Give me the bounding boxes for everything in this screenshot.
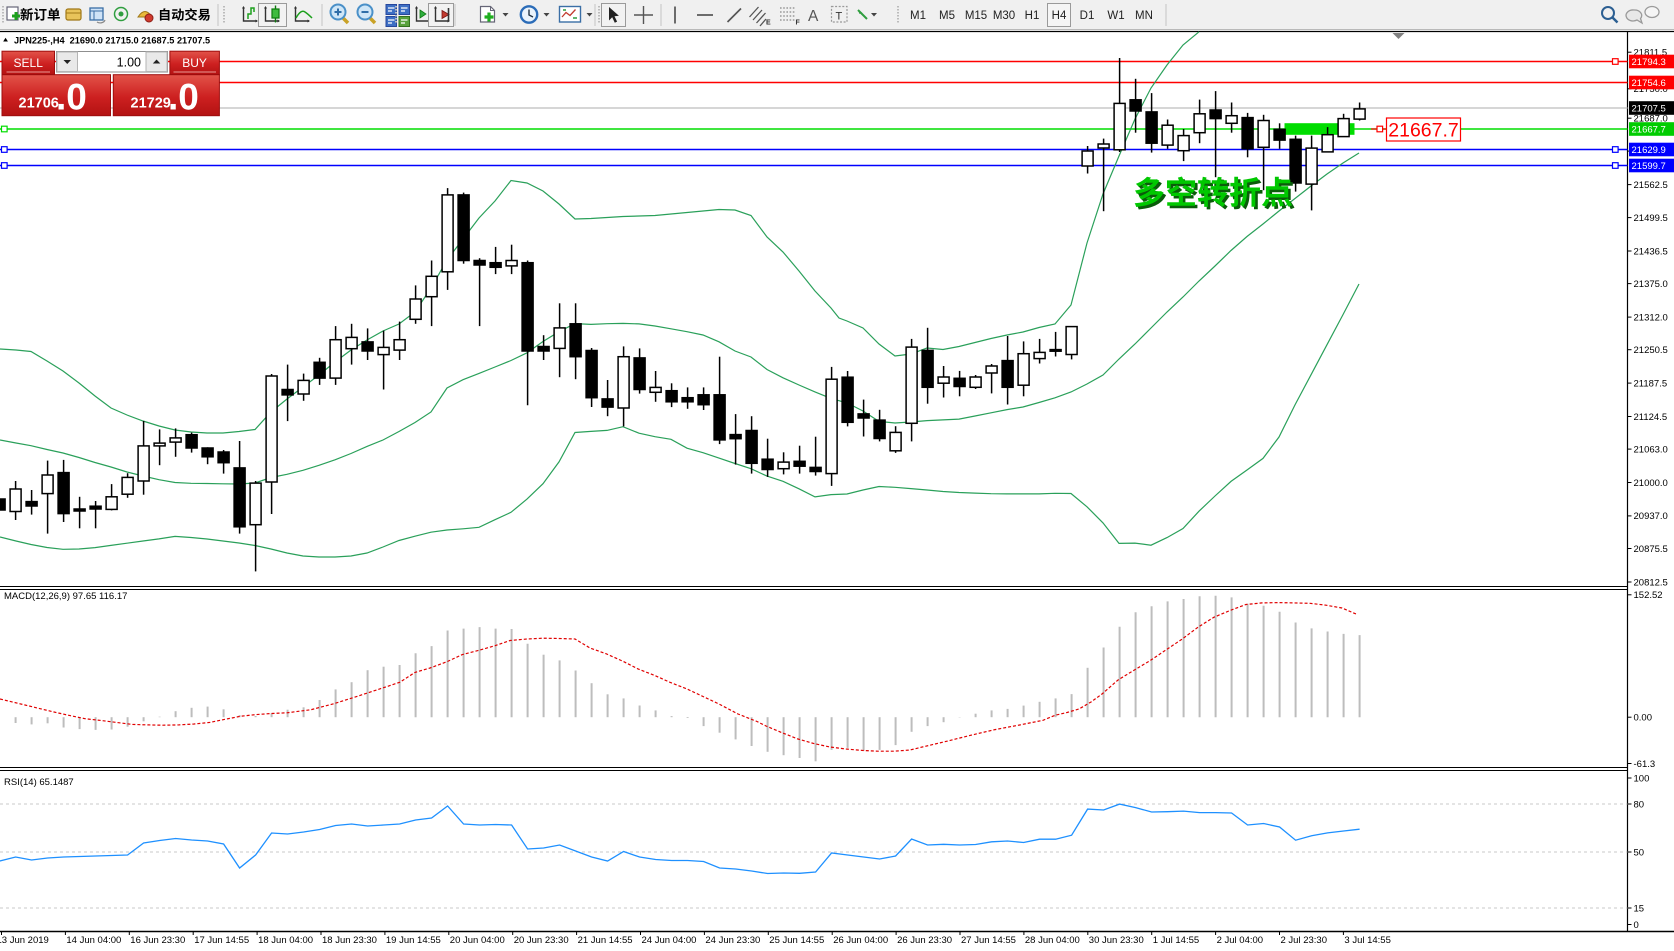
svg-text:2 Jul 23:30: 2 Jul 23:30 — [1281, 935, 1327, 946]
svg-text:14 Jun 04:00: 14 Jun 04:00 — [66, 935, 121, 946]
svg-text:.0: .0 — [56, 77, 87, 118]
svg-text:H1: H1 — [1025, 10, 1040, 22]
svg-text:152.52: 152.52 — [1634, 590, 1663, 601]
svg-text:MACD(12,26,9) 97.65 116.17: MACD(12,26,9) 97.65 116.17 — [4, 591, 127, 602]
svg-text:30 Jun 23:30: 30 Jun 23:30 — [1089, 935, 1144, 946]
svg-text:21706: 21706 — [19, 96, 59, 112]
svg-text:H4: H4 — [1052, 10, 1067, 22]
svg-text:24 Jun 23:30: 24 Jun 23:30 — [705, 935, 760, 946]
svg-text:.0: .0 — [168, 77, 199, 118]
svg-text:21794.3: 21794.3 — [1632, 57, 1666, 68]
svg-text:21 Jun 14:55: 21 Jun 14:55 — [578, 935, 633, 946]
svg-text:21687.0: 21687.0 — [1634, 114, 1668, 125]
svg-text:21375.0: 21375.0 — [1634, 279, 1668, 290]
svg-text:27 Jun 14:55: 27 Jun 14:55 — [961, 935, 1016, 946]
svg-text:21562.5: 21562.5 — [1634, 180, 1668, 191]
svg-text:21187.5: 21187.5 — [1634, 378, 1668, 389]
svg-text:25 Jun 14:55: 25 Jun 14:55 — [769, 935, 824, 946]
svg-text:21629.9: 21629.9 — [1632, 145, 1666, 156]
svg-text:21811.5: 21811.5 — [1634, 48, 1668, 59]
svg-text:1.00: 1.00 — [117, 56, 141, 70]
svg-text:20 Jun 04:00: 20 Jun 04:00 — [450, 935, 505, 946]
svg-text:1 Jul 14:55: 1 Jul 14:55 — [1153, 935, 1199, 946]
svg-text:24 Jun 04:00: 24 Jun 04:00 — [642, 935, 697, 946]
svg-text:A: A — [808, 8, 819, 25]
svg-text:BUY: BUY — [182, 56, 207, 70]
svg-text:28 Jun 04:00: 28 Jun 04:00 — [1025, 935, 1080, 946]
svg-text:20937.0: 20937.0 — [1634, 511, 1668, 522]
svg-text:RSI(14) 65.1487: RSI(14) 65.1487 — [4, 777, 74, 788]
svg-text:15: 15 — [1634, 903, 1645, 914]
svg-text:M5: M5 — [939, 10, 955, 22]
svg-text:T: T — [836, 11, 843, 23]
svg-text:26 Jun 23:30: 26 Jun 23:30 — [897, 935, 952, 946]
svg-text:21436.5: 21436.5 — [1634, 246, 1668, 257]
svg-text:21124.5: 21124.5 — [1634, 412, 1668, 423]
svg-text:MN: MN — [1135, 10, 1153, 22]
svg-text:M30: M30 — [993, 10, 1015, 22]
svg-text:0: 0 — [1634, 920, 1639, 931]
svg-text:21000.0: 21000.0 — [1634, 478, 1668, 489]
svg-text:21250.5: 21250.5 — [1634, 345, 1668, 356]
svg-text:M1: M1 — [910, 10, 926, 22]
svg-text:20812.5: 20812.5 — [1634, 577, 1668, 588]
svg-text:F: F — [796, 20, 801, 27]
svg-text:W1: W1 — [1107, 10, 1124, 22]
svg-text:19 Jun 14:55: 19 Jun 14:55 — [386, 935, 441, 946]
svg-text:0.00: 0.00 — [1634, 713, 1653, 724]
svg-text:80: 80 — [1634, 799, 1645, 810]
svg-text:18 Jun 04:00: 18 Jun 04:00 — [258, 935, 313, 946]
svg-text:21750.0: 21750.0 — [1634, 84, 1668, 95]
svg-text:20875.5: 20875.5 — [1634, 544, 1668, 555]
svg-text:50: 50 — [1634, 847, 1645, 858]
svg-text:16 Jun 23:30: 16 Jun 23:30 — [130, 935, 185, 946]
svg-text:17 Jun 14:55: 17 Jun 14:55 — [194, 935, 249, 946]
svg-text:21063.0: 21063.0 — [1634, 444, 1668, 455]
svg-text:100: 100 — [1634, 773, 1650, 784]
svg-text:21729: 21729 — [131, 96, 171, 112]
svg-text:3 Jul 14:55: 3 Jul 14:55 — [1344, 935, 1390, 946]
svg-text:21312.0: 21312.0 — [1634, 312, 1668, 323]
svg-text:26 Jun 04:00: 26 Jun 04:00 — [833, 935, 888, 946]
svg-text:-61.3: -61.3 — [1634, 759, 1656, 770]
svg-text:21667.7: 21667.7 — [1632, 124, 1666, 135]
svg-text:18 Jun 23:30: 18 Jun 23:30 — [322, 935, 377, 946]
svg-text:SELL: SELL — [14, 56, 44, 70]
svg-text:JPN225-,H4 21690.0 21715.0 21: JPN225-,H4 21690.0 21715.0 21687.5 21707… — [14, 36, 210, 46]
svg-text:M15: M15 — [965, 10, 987, 22]
svg-text:2 Jul 04:00: 2 Jul 04:00 — [1217, 935, 1263, 946]
svg-text:21599.7: 21599.7 — [1632, 161, 1666, 172]
svg-text:20 Jun 23:30: 20 Jun 23:30 — [514, 935, 569, 946]
svg-text:21667.7: 21667.7 — [1388, 120, 1459, 142]
svg-text:21754.6: 21754.6 — [1632, 78, 1666, 89]
svg-text:21707.5: 21707.5 — [1632, 103, 1666, 114]
svg-text:21499.5: 21499.5 — [1634, 213, 1668, 224]
svg-text:13 Jun 2019: 13 Jun 2019 — [0, 935, 49, 946]
svg-text:E: E — [766, 20, 771, 27]
svg-text:D1: D1 — [1080, 10, 1095, 22]
